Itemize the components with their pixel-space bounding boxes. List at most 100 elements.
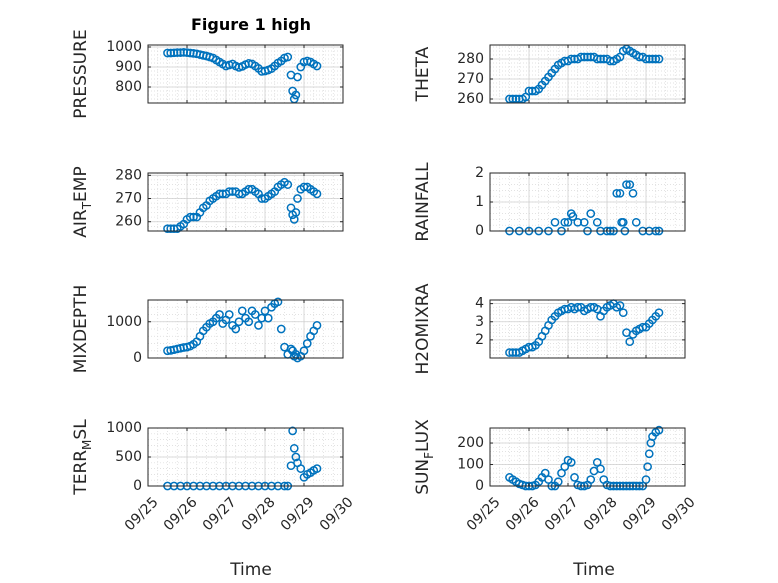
data-point [592,217,602,227]
data-point [586,475,596,484]
data-point [293,72,302,82]
data-point [254,321,263,330]
data-point [299,346,309,356]
data-point [654,54,664,64]
data-point [596,464,605,474]
data-point [237,306,247,316]
y-tick-label: 270 [115,191,142,207]
subplot-mixdepth: 0 1000 MIXDEPTH [71,285,344,374]
y-tick-label: 3 [475,314,484,330]
y-tick-label: 260 [115,214,142,230]
y-tick-label: 0 [475,223,484,239]
y-axis-label: RAINFALL [413,162,433,242]
y-tick-label: 280 [115,167,142,183]
data-point [615,301,625,310]
y-tick-label: 1000 [106,314,142,330]
data-point [291,90,301,100]
data-point [628,188,638,198]
data-point [553,477,563,487]
data-point [631,217,641,227]
data-point [273,297,283,307]
data-point [288,426,297,436]
axes-box [147,172,344,232]
axes-box [489,44,686,104]
data-point [293,194,302,203]
figure-title: Figure 1 high [191,15,311,34]
data-point [276,324,286,334]
subplot-pressure: 800 900 1000 PRESSURE [71,29,344,119]
y-tick-label: 1 [475,194,484,210]
y-axis-label: H2OMIXRA [413,283,433,374]
data-point [570,473,579,482]
subplot-h2omixra: 2 3 4 H2OMIXRA [413,283,686,375]
axes-box [489,427,686,487]
y-tick-label: 0 [133,478,142,494]
y-axis-label: AIRTEMP [71,166,94,237]
y-tick-label: 1000 [106,39,142,55]
data-point [560,217,570,227]
axes-box [489,299,686,359]
data-point [231,324,241,334]
subplot-theta: 260 270 280 THETA [413,44,686,107]
data-point [234,317,244,327]
data-point [625,180,635,189]
y-axis-label: TERRMSL [71,419,94,496]
data-point [283,52,293,62]
data-point [263,313,273,323]
data-point [312,321,322,330]
data-point [625,337,635,347]
data-point [638,322,648,332]
y-tick-label: 0 [133,350,142,366]
y-tick-label: 4 [475,296,484,312]
subplot-rainfall: 0 1 2 RAINFALL [413,162,686,242]
data-point [615,188,625,198]
y-tick-label: 200 [457,435,484,451]
data-point [622,180,631,189]
axes-box [147,44,344,104]
y-tick-label: 1000 [106,420,142,436]
data-point [654,308,664,318]
data-point [302,339,312,348]
data-point [224,310,234,319]
y-axis-label: MIXDEPTH [71,285,91,374]
data-point [260,306,270,316]
data-point [566,458,576,467]
y-tick-label: 2 [475,332,484,348]
data-point [612,188,622,198]
subplot-air-temp: 260 270 280 AIRTEMP [71,166,344,238]
data-point [654,425,664,435]
y-tick-label: 0 [475,478,484,494]
data-point [283,180,293,189]
y-tick-label: 800 [115,79,142,95]
data-point [644,449,654,459]
data-point [291,208,301,217]
axes-box [147,299,344,359]
data-point [579,217,589,227]
x-axis-label-right: Time [572,560,615,580]
x-axis-label-left: Time [229,560,272,580]
data-point [573,302,583,312]
data-point [250,310,260,319]
y-tick-label: 260 [457,91,484,107]
data-point [312,189,322,199]
data-point [618,217,628,227]
data-point [286,344,296,354]
data-point [312,61,322,71]
y-axis-label: PRESSURE [71,29,91,118]
y-tick-label: 900 [115,59,142,75]
data-point [291,452,301,462]
data-point [618,308,628,318]
data-point [215,310,224,319]
data-point [296,464,306,473]
data-point [289,443,299,453]
y-tick-label: 100 [457,457,484,473]
y-tick-label: 2 [475,165,484,181]
y-axis-label: SUNFLUX [413,419,436,495]
y-tick-label: 500 [115,449,142,465]
data-point [643,462,652,472]
data-point [568,212,578,221]
data-point [244,317,254,327]
data-point [651,54,661,64]
y-axis-label: THETA [413,46,433,102]
